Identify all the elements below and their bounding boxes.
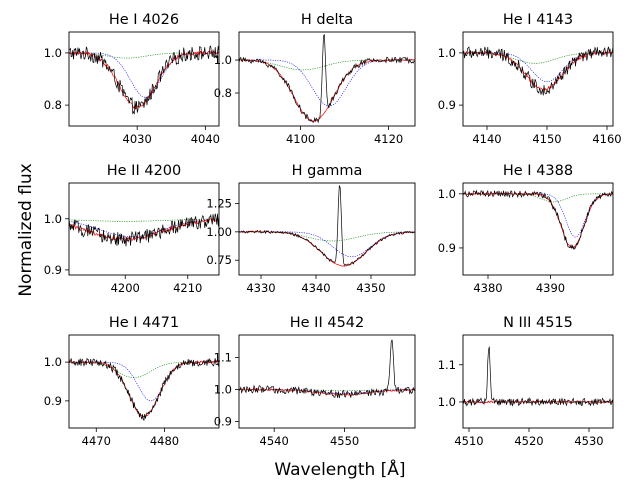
series-observed-line	[463, 46, 613, 96]
x-tick-label: 4030	[123, 132, 152, 146]
series-observed-line	[239, 185, 415, 266]
panel-8: N III 4515 4510 4520 4530 1.0 1.1	[438, 315, 614, 448]
series-component-b-line	[463, 52, 613, 64]
y-tick-label: 1.0	[438, 187, 456, 201]
figure-ylabel: Normalized flux	[16, 163, 36, 296]
panel-title: He I 4388	[503, 163, 573, 179]
x-tick-label: 4210	[173, 281, 202, 295]
panel-title: He I 4143	[503, 12, 573, 28]
series-observed-line	[463, 189, 613, 251]
x-tick-label: 4200	[111, 281, 140, 295]
panel-frame	[238, 334, 416, 429]
series-component-b-line	[239, 59, 415, 71]
panel-7: He II 4542 4540 4550 0.9 1.0 1.1	[214, 315, 416, 448]
x-tick-label: 4330	[246, 281, 275, 295]
x-tick-label: 4470	[82, 434, 111, 448]
series-model-total-line	[69, 50, 219, 110]
panel-frame	[462, 334, 614, 429]
x-tick-label: 4340	[301, 281, 330, 295]
panel-title: He II 4542	[290, 315, 365, 331]
series-component-a-line	[69, 361, 219, 402]
y-tick-label: 1.1	[214, 350, 232, 364]
y-tick-label: 1.0	[214, 53, 232, 67]
panel-6: He I 4471 4470 4480 0.9 1.0	[44, 315, 220, 448]
series-model-total-line	[239, 58, 415, 122]
panel-title: N III 4515	[503, 315, 573, 331]
y-tick-label: 1.0	[214, 383, 232, 397]
x-tick-label: 4120	[374, 132, 403, 146]
series-model-total-line	[239, 231, 415, 267]
panel-title: H delta	[301, 12, 353, 28]
panel-title: He I 4026	[109, 12, 179, 28]
x-tick-label: 4480	[150, 434, 179, 448]
x-tick-label: 4530	[574, 434, 603, 448]
y-tick-label: 0.8	[214, 86, 232, 100]
panel-frame	[462, 31, 614, 127]
y-tick-label: 1.0	[44, 355, 62, 369]
y-tick-label: 0.9	[214, 415, 232, 429]
panel-frame	[238, 182, 416, 276]
panel-0: He I 4026 4030 4040 0.8 1.0	[44, 12, 220, 146]
x-tick-label: 4510	[454, 434, 483, 448]
y-tick-label: 1.00	[206, 225, 232, 239]
y-tick-label: 0.8	[44, 98, 62, 112]
series-model-total-line	[463, 50, 613, 92]
y-tick-label: 0.9	[438, 98, 456, 112]
panel-3: He II 4200 4200 4210 0.9 1.0	[44, 163, 220, 295]
figure-xlabel: Wavelength [Å]	[274, 458, 405, 480]
x-tick-label: 4160	[592, 132, 621, 146]
x-tick-label: 4540	[260, 434, 289, 448]
series-component-b-line	[69, 218, 219, 222]
x-tick-label: 4380	[473, 281, 502, 295]
x-tick-label: 4140	[472, 132, 501, 146]
panel-title: He I 4471	[109, 315, 179, 331]
series-model-total-line	[463, 192, 613, 249]
x-tick-label: 4520	[514, 434, 543, 448]
x-tick-label: 4550	[330, 434, 359, 448]
series-observed-line	[69, 357, 219, 421]
panel-title: H gamma	[292, 163, 363, 179]
series-component-a-line	[239, 59, 415, 107]
y-tick-label: 1.0	[438, 46, 456, 60]
panel-5: He I 4388 4380 4390 0.9 1.0	[438, 163, 614, 295]
series-component-a-line	[463, 52, 613, 82]
y-tick-label: 0.75	[206, 253, 232, 267]
series-model-total-line	[239, 388, 415, 396]
x-tick-label: 4100	[286, 132, 315, 146]
panels-grid: He I 4026 4030 4040 0.8 1.0 H delta 4100 4120 0.…	[44, 12, 622, 448]
series-model-total-line	[69, 360, 219, 418]
x-tick-label: 4350	[356, 281, 385, 295]
y-tick-label: 1.0	[44, 46, 62, 60]
x-tick-label: 4040	[191, 132, 220, 146]
y-tick-label: 1.1	[438, 358, 456, 372]
y-tick-label: 0.9	[438, 241, 456, 255]
panel-title: He II 4200	[107, 163, 182, 179]
series-observed-line	[69, 213, 219, 247]
panel-4: H gamma 4330 4340 4350 0.75 1.00 1.25	[206, 163, 416, 295]
series-observed-line	[69, 45, 219, 115]
panel-frame	[238, 31, 416, 127]
panel-frame	[462, 182, 614, 276]
series-observed-line	[239, 339, 415, 399]
y-tick-label: 1.0	[44, 212, 62, 226]
series-observed-line	[463, 346, 613, 407]
panel-1: H delta 4100 4120 0.8 1.0	[214, 12, 416, 146]
panel-2: He I 4143 4140 4150 4160 0.9 1.0	[438, 12, 622, 146]
series-component-a-line	[463, 193, 613, 238]
y-tick-label: 1.0	[438, 395, 456, 409]
x-tick-label: 4390	[536, 281, 565, 295]
series-observed-line	[239, 33, 415, 124]
y-tick-label: 0.9	[44, 263, 62, 277]
x-tick-label: 4150	[532, 132, 561, 146]
y-tick-label: 1.25	[206, 196, 232, 210]
panel-frame	[68, 31, 220, 127]
panel-frame	[68, 182, 220, 276]
panel-frame	[68, 334, 220, 429]
y-tick-label: 0.9	[44, 394, 62, 408]
series-component-a-line	[69, 52, 219, 98]
series-component-b-line	[69, 52, 219, 59]
